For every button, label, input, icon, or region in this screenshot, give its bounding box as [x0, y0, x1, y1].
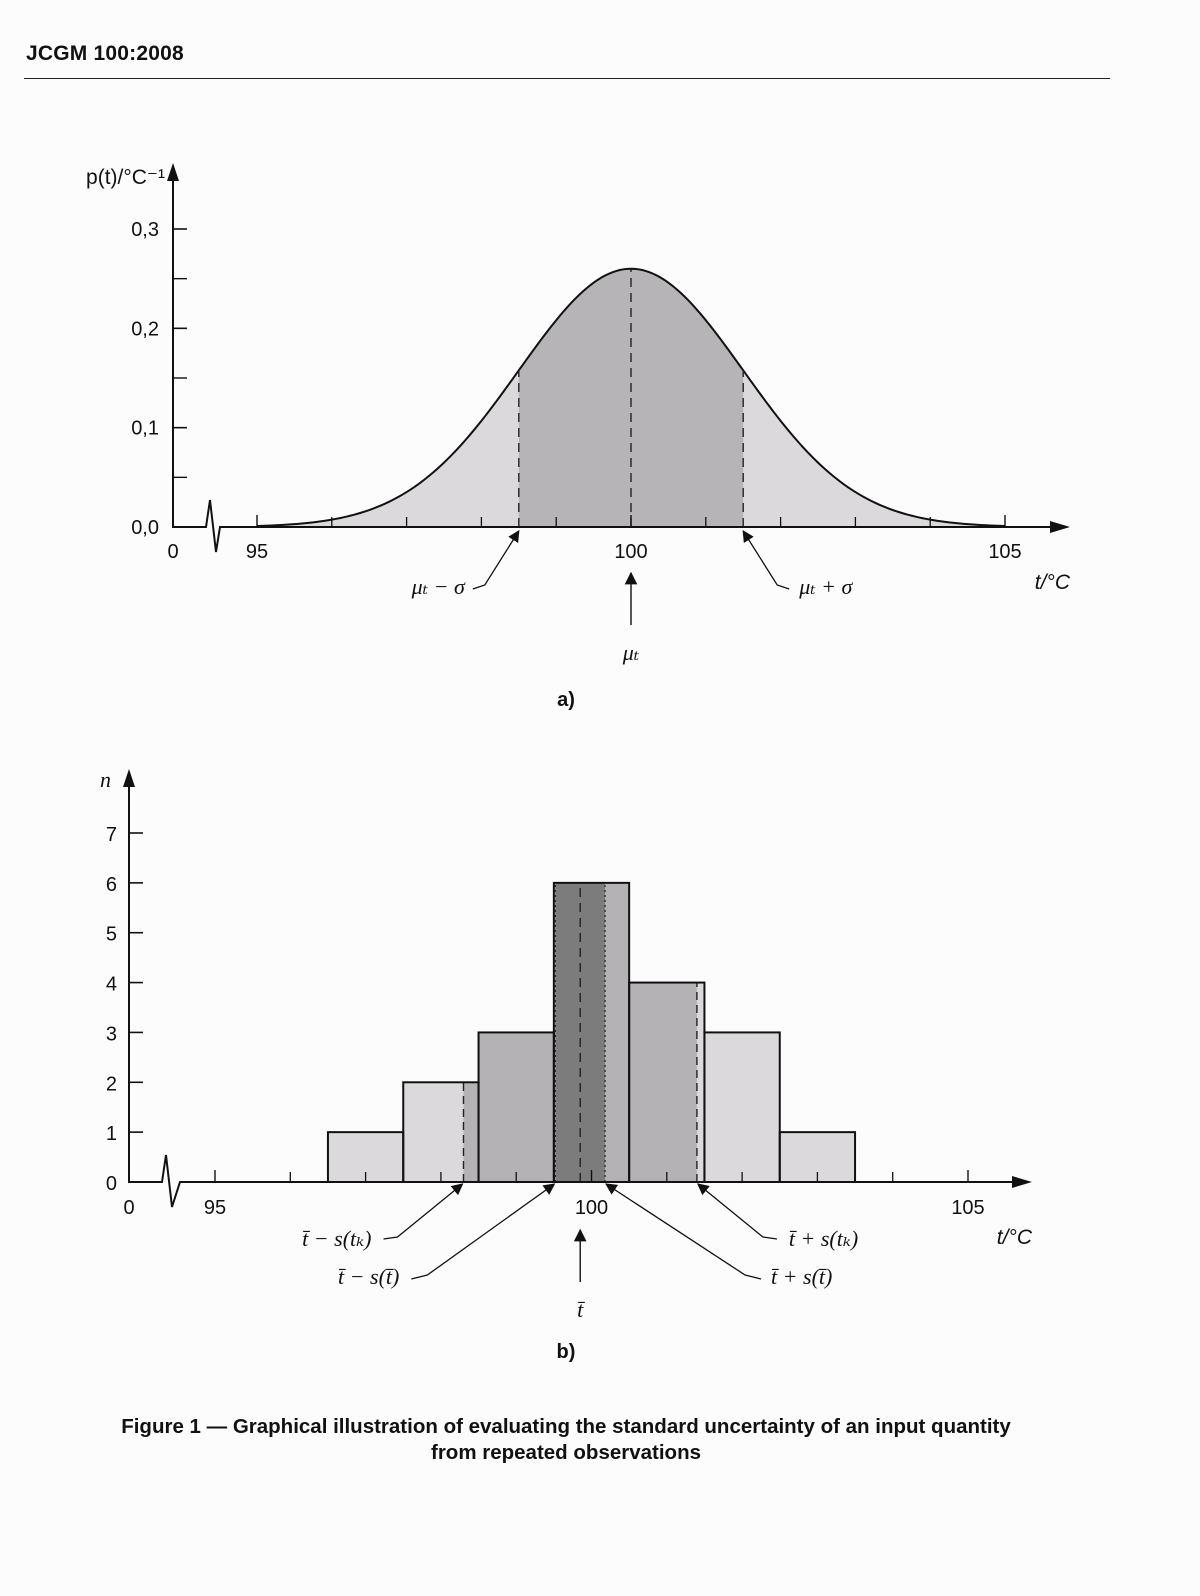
- density-curve: [256, 267, 1006, 527]
- annotation-mu-plus-sigma: μₜ + σ: [798, 574, 853, 599]
- annotation-mu: μₜ: [622, 640, 640, 665]
- y-tick-label: 3: [106, 1023, 117, 1045]
- density-area-one-sigma: [518, 268, 744, 527]
- x-tick-label: 95: [246, 541, 268, 563]
- annotation-tbar-minus-s-tk: t̄ − s(tₖ): [302, 1226, 371, 1251]
- histogram-bar-band-s-tbar: [555, 882, 606, 1182]
- panel-a-label: a): [557, 689, 575, 711]
- annotation-tbar-minus-s-tbar: t̄ − s(t̄): [338, 1264, 399, 1289]
- caption-line-1: Figure 1 — Graphical illustration of eva…: [121, 1415, 1011, 1438]
- annotation-arrow-mu-minus-sigma: [472, 530, 520, 590]
- panel-b-histogram: 0 1 2 3 4 5 6 7 95 100 105 0 n t/°C t̄ − s(tₖ) t̄ − s(t…: [100, 767, 1033, 1363]
- y-tick-label: 4: [106, 974, 117, 996]
- panel-a-probability-density: 0,0 0,1 0,2 0,3 95 100 105 0 p(t)/°C⁻¹ t/°C μₜ − σ…: [86, 163, 1071, 711]
- x-axis-arrow-icon: [1012, 1176, 1032, 1188]
- x-tick-label: 100: [614, 541, 647, 563]
- annotation-tbar: t̄: [577, 1297, 585, 1322]
- y-tick-label: 0,2: [131, 318, 159, 340]
- y-tick-label: 0,3: [131, 219, 159, 241]
- histogram-bar-band-s-tk: [629, 982, 697, 1182]
- figure-caption: Figure 1 — Graphical illustration of eva…: [0, 1414, 1132, 1466]
- header-rule: [24, 78, 1110, 79]
- annotation-arrow-tbar-plus-s-tbar: [605, 1183, 762, 1280]
- caption-line-2: from repeated observations: [431, 1441, 701, 1464]
- annotation-mu-minus-sigma: μₜ − σ: [411, 574, 466, 599]
- x-origin-label: 0: [123, 1197, 134, 1219]
- annotation-tbar-plus-s-tbar: t̄ + s(t̄): [771, 1264, 832, 1289]
- y-axis-label: p(t)/°C⁻¹: [86, 166, 165, 189]
- y-tick-label: 7: [106, 824, 117, 846]
- x-axis-label: t/°C: [997, 1226, 1033, 1249]
- y-axis-label: n: [100, 767, 111, 792]
- annotation-arrow-tbar-minus-s-tbar: [411, 1183, 556, 1280]
- annotation-arrow-mu-plus-sigma: [742, 530, 790, 590]
- annotation-arrow-tbar-minus-s-tk: [383, 1183, 464, 1240]
- histogram-bar-band-s-tk: [463, 1082, 479, 1182]
- x-axis-arrow-icon: [1050, 521, 1070, 533]
- x-tick-label: 105: [951, 1197, 984, 1219]
- x-tick-label: 95: [204, 1197, 226, 1219]
- x-axis-label: t/°C: [1035, 571, 1071, 594]
- y-tick-label: 1: [106, 1123, 117, 1145]
- y-tick-label: 2: [106, 1073, 117, 1095]
- x-axis-line-with-break: [129, 1154, 1014, 1208]
- x-tick-label: 100: [575, 1197, 608, 1219]
- x-origin-label: 0: [167, 541, 178, 563]
- annotation-arrow-tbar-plus-s-tk: [697, 1183, 778, 1240]
- histogram-bar: [704, 1032, 780, 1182]
- y-tick-label: 5: [106, 924, 117, 946]
- annotation-tbar-plus-s-tk: t̄ + s(tₖ): [789, 1226, 858, 1251]
- y-tick-label: 0: [106, 1173, 117, 1195]
- y-tick-label: 0,1: [131, 418, 159, 440]
- x-axis-line-with-break: [173, 499, 1052, 553]
- x-tick-label: 105: [988, 541, 1021, 563]
- y-tick-label: 6: [106, 874, 117, 896]
- document-header: JCGM 100:2008: [26, 42, 184, 65]
- y-axis-arrow-icon: [167, 163, 179, 181]
- histogram-bar-band-s-tk: [478, 1032, 554, 1182]
- panel-b-label: b): [557, 1341, 576, 1363]
- y-tick-label: 0,0: [131, 517, 159, 539]
- y-axis-arrow-icon: [123, 769, 135, 787]
